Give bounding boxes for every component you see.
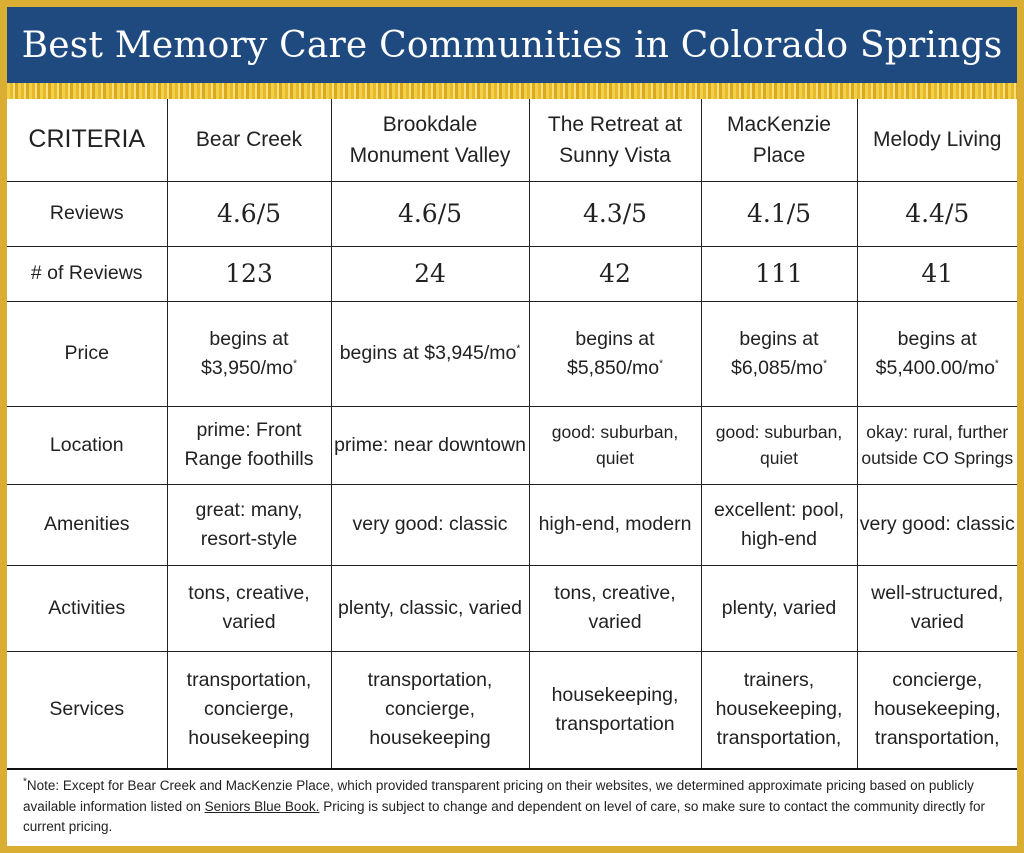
footnote-text-after: Pricing is subject to change and depende… [23,798,986,835]
price-cell: begins at $6,085/mo* [700,300,858,407]
footnote-mark: * [823,358,828,369]
services-value: housekeeping, transportation [528,650,702,770]
price-cell: begins at $5,400.00/mo* [856,300,1017,407]
review-count: 24 [330,245,530,302]
price-value: begins at $6,085/mo [730,327,824,379]
row-label: Amenities [7,483,168,566]
comparison-table: CRITERIA Bear Creek Brookdale Monument V… [7,99,1017,770]
row-label: Services [7,650,168,770]
location-value: prime: near downtown [330,405,530,485]
amenities-value: great: many, resort-style [166,483,332,566]
table-row-location: Location prime: Front Range foothills pr… [7,405,1017,485]
price-cell: begins at $5,850/mo* [528,300,702,407]
activities-value: tons, creative, varied [166,564,332,652]
glitter-band [7,83,1017,99]
review-score: 4.4/5 [856,180,1017,247]
review-count: 111 [700,245,858,302]
services-value: transportation, concierge, housekeeping [166,650,332,770]
footnote-mark: * [23,776,27,788]
review-count: 41 [856,245,1017,302]
table-row-price: Price begins at $3,950/mo* begins at $3,… [7,300,1017,407]
footnote-mark: * [516,343,521,355]
criteria-header: CRITERIA [7,99,168,182]
footnote-mark: * [293,358,298,369]
price-value: begins at $3,945/mo [339,342,517,364]
footnote-mark: * [994,358,999,369]
location-value: good: suburban, quiet [528,405,702,485]
review-score: 4.6/5 [166,180,332,247]
table-row-reviews: Reviews 4.6/5 4.6/5 4.3/5 4.1/5 4.4/5 [7,180,1017,247]
activities-value: plenty, varied [700,564,858,652]
review-score: 4.1/5 [700,180,858,247]
price-cell: begins at $3,945/mo* [330,300,530,407]
review-score: 4.6/5 [330,180,530,247]
location-value: prime: Front Range foothills [166,405,332,485]
table-row-services: Services transportation, concierge, hous… [7,650,1017,770]
services-value: concierge, housekeeping, transportation, [856,650,1017,770]
location-value: good: suburban, quiet [700,405,858,485]
services-value: trainers, housekeeping, transportation, [700,650,858,770]
amenities-value: excellent: pool, high-end [700,483,858,566]
amenities-value: very good: classic [330,483,530,566]
footnote-mark: * [659,358,664,369]
amenities-value: very good: classic [856,483,1017,566]
community-header: Melody Living [856,99,1017,182]
activities-value: tons, creative, varied [528,564,702,652]
footnote-text-before: Note: Except for Bear Creek and MacKenzi… [23,778,974,814]
community-header: Bear Creek [166,99,332,182]
row-label: Reviews [7,180,168,247]
price-cell: begins at $3,950/mo* [166,300,332,407]
table-row-activities: Activities tons, creative, varied plenty… [7,564,1017,652]
services-value: transportation, concierge, housekeeping [330,650,530,770]
row-label: Price [7,300,168,407]
table-row-review-count: # of Reviews 123 24 42 111 41 [7,245,1017,302]
seniors-blue-book-link[interactable]: Seniors Blue Book. [204,798,320,814]
price-value: begins at $3,950/mo [200,327,294,379]
community-header: The Retreat at Sunny Vista [528,99,702,182]
footnote: *Note: Except for Bear Creek and MacKenz… [23,776,1008,838]
review-count: 42 [528,245,702,302]
review-score: 4.3/5 [528,180,702,247]
row-label: Activities [7,564,168,652]
row-label: # of Reviews [7,245,168,302]
amenities-value: high-end, modern [528,483,702,566]
table-header-row: CRITERIA Bear Creek Brookdale Monument V… [7,99,1017,182]
price-value: begins at $5,400.00/mo [875,327,995,379]
price-value: begins at $5,850/mo [566,327,660,379]
community-header: MacKenzie Place [700,99,858,182]
table-row-amenities: Amenities great: many, resort-style very… [7,483,1017,566]
comparison-panel: CRITERIA Bear Creek Brookdale Monument V… [7,99,1017,846]
community-header: Brookdale Monument Valley [330,99,530,182]
activities-value: plenty, classic, varied [330,564,530,652]
row-label: Location [7,405,168,485]
page-title: Best Memory Care Communities in Colorado… [7,7,1017,83]
activities-value: well-structured, varied [856,564,1017,652]
review-count: 123 [166,245,332,302]
location-value: okay: rural, further outside CO Springs [856,405,1017,485]
